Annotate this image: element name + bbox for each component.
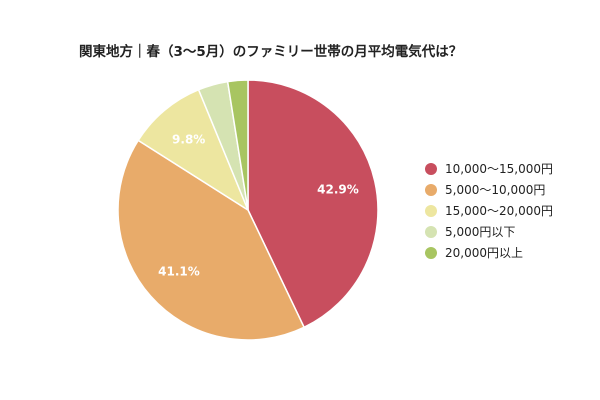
pie-slice[interactable] xyxy=(226,79,249,211)
legend-item[interactable]: 15,000〜20,000円 xyxy=(425,200,553,221)
pie-slice-label: 42.9% xyxy=(317,183,359,197)
legend-item[interactable]: 5,000〜10,000円 xyxy=(425,179,553,200)
pie-slice[interactable] xyxy=(137,88,250,212)
legend: 10,000〜15,000円 5,000〜10,000円 15,000〜20,0… xyxy=(425,158,553,263)
legend-swatch xyxy=(425,225,437,238)
pie-slice-label: 9.8% xyxy=(172,132,205,146)
legend-label: 5,000〜10,000円 xyxy=(445,183,546,197)
legend-item[interactable]: 5,000円以下 xyxy=(425,221,553,242)
pie-slice[interactable] xyxy=(247,79,379,329)
chart-title: 関東地方｜春（3〜5月）のファミリー世帯の月平均電気代は？ xyxy=(79,44,463,60)
legend-item[interactable]: 20,000円以上 xyxy=(425,242,553,263)
legend-swatch xyxy=(425,204,437,217)
pie-slice[interactable] xyxy=(117,139,306,341)
pie-slice-label: 41.1% xyxy=(158,264,200,278)
legend-label: 5,000円以下 xyxy=(445,225,516,239)
pie-slices xyxy=(117,79,379,341)
legend-item[interactable]: 10,000〜15,000円 xyxy=(425,158,553,179)
legend-label: 15,000〜20,000円 xyxy=(445,204,553,218)
pie-slice-labels: 42.9% 41.1% 9.8% xyxy=(158,132,359,278)
legend-swatch xyxy=(425,183,437,196)
legend-swatch xyxy=(425,162,437,175)
legend-label: 10,000〜15,000円 xyxy=(445,162,553,176)
legend-swatch xyxy=(425,246,437,259)
legend-label: 20,000円以上 xyxy=(445,246,523,260)
